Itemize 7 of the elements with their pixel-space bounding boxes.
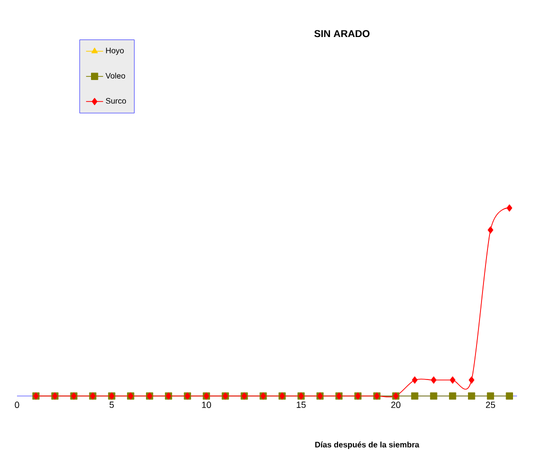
chart-title: SIN ARADO — [314, 30, 370, 38]
x-tick-label: 5 — [110, 402, 114, 408]
x-tick-label: 25 — [486, 402, 496, 408]
x-tick-label: 10 — [202, 402, 212, 408]
x-tick-label: 0 — [14, 402, 20, 408]
x-tick-label: 15 — [296, 402, 306, 408]
x-tick-label: 20 — [391, 402, 400, 408]
